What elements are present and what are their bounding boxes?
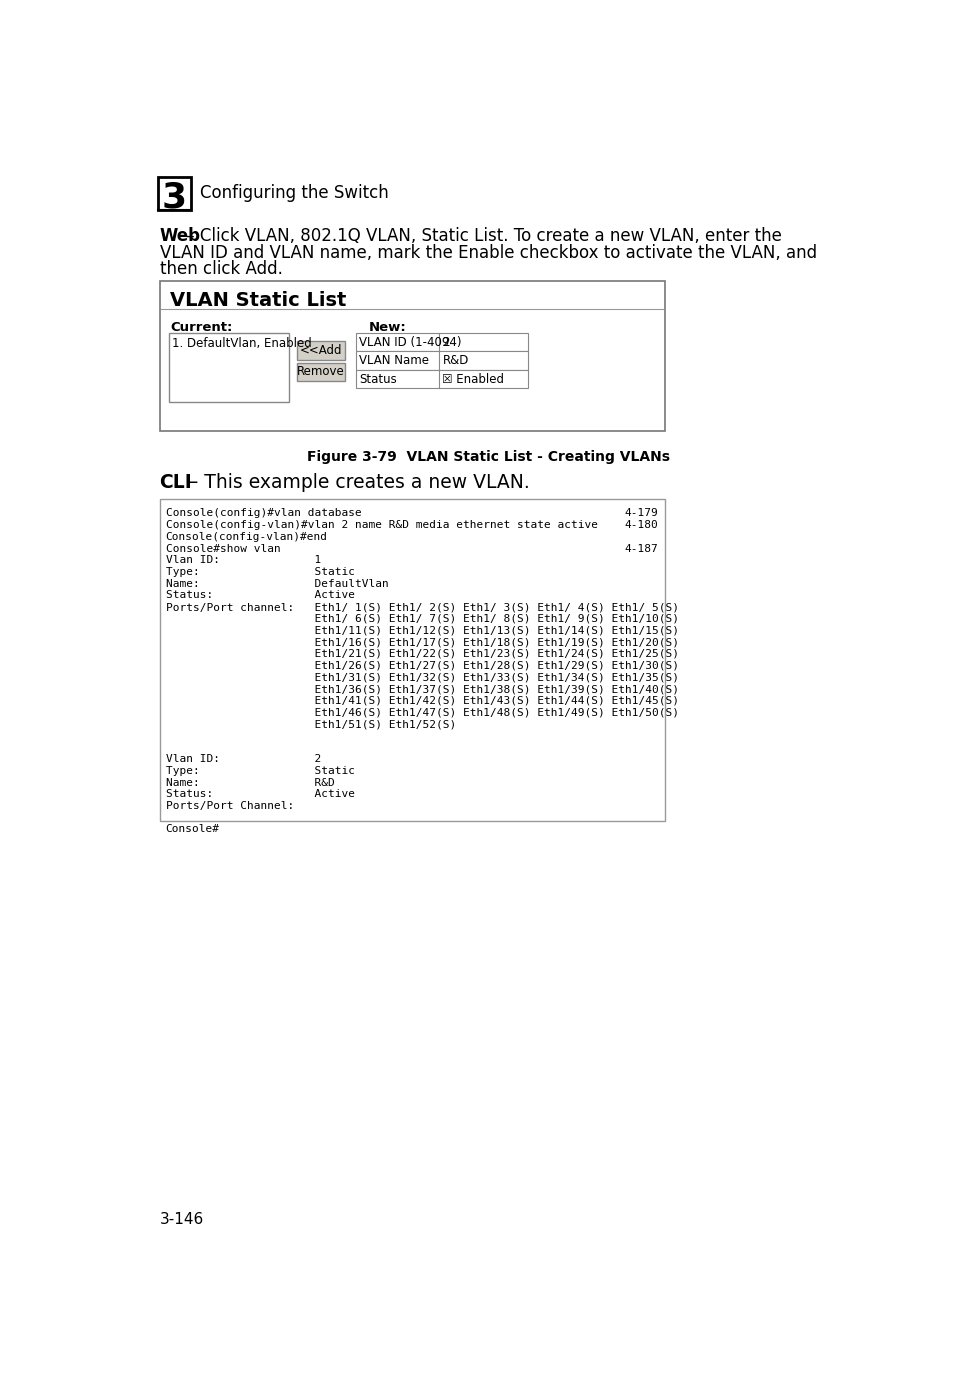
Text: Type:                 Static: Type: Static [166, 766, 355, 776]
Text: Eth1/21(S) Eth1/22(S) Eth1/23(S) Eth1/24(S) Eth1/25(S): Eth1/21(S) Eth1/22(S) Eth1/23(S) Eth1/24… [166, 648, 678, 659]
Bar [169, 333, 289, 403]
Text: Eth1/36(S) Eth1/37(S) Eth1/38(S) Eth1/39(S) Eth1/40(S): Eth1/36(S) Eth1/37(S) Eth1/38(S) Eth1/39… [166, 684, 678, 694]
Bar [158, 178, 191, 210]
FancyBboxPatch shape [296, 341, 344, 359]
Text: VLAN ID and VLAN name, mark the Enable checkbox to activate the VLAN, and: VLAN ID and VLAN name, mark the Enable c… [159, 243, 816, 261]
Text: Eth1/41(S) Eth1/42(S) Eth1/43(S) Eth1/44(S) Eth1/45(S): Eth1/41(S) Eth1/42(S) Eth1/43(S) Eth1/44… [166, 695, 678, 705]
Text: Type:                 Static: Type: Static [166, 566, 355, 577]
Bar [159, 500, 664, 822]
Text: Vlan ID:              2: Vlan ID: 2 [166, 754, 320, 765]
Text: Eth1/11(S) Eth1/12(S) Eth1/13(S) Eth1/14(S) Eth1/15(S): Eth1/11(S) Eth1/12(S) Eth1/13(S) Eth1/14… [166, 626, 678, 636]
Text: Console(config-vlan)#end: Console(config-vlan)#end [166, 532, 328, 541]
Text: ☒ Enabled: ☒ Enabled [442, 373, 504, 386]
Text: R&D: R&D [442, 354, 468, 368]
Text: Current:: Current: [171, 321, 233, 333]
Text: – Click VLAN, 802.1Q VLAN, Static List. To create a new VLAN, enter the: – Click VLAN, 802.1Q VLAN, Static List. … [181, 226, 781, 244]
Text: – This example creates a new VLAN.: – This example creates a new VLAN. [183, 473, 529, 491]
Text: Eth1/31(S) Eth1/32(S) Eth1/33(S) Eth1/34(S) Eth1/35(S): Eth1/31(S) Eth1/32(S) Eth1/33(S) Eth1/34… [166, 672, 678, 683]
FancyBboxPatch shape [296, 362, 344, 382]
Text: Ports/Port channel:   Eth1/ 1(S) Eth1/ 2(S) Eth1/ 3(S) Eth1/ 4(S) Eth1/ 5(S): Ports/Port channel: Eth1/ 1(S) Eth1/ 2(S… [166, 602, 678, 612]
Text: <<Add: <<Add [299, 344, 341, 357]
Text: Status:               Active: Status: Active [166, 790, 355, 799]
Text: Status:               Active: Status: Active [166, 590, 355, 601]
Text: Console(config)#vlan database: Console(config)#vlan database [166, 508, 361, 519]
Text: 2: 2 [442, 336, 450, 348]
Text: Name:                 DefaultVlan: Name: DefaultVlan [166, 579, 388, 589]
Text: 4-179: 4-179 [624, 508, 658, 519]
Text: Vlan ID:              1: Vlan ID: 1 [166, 555, 320, 565]
Text: Web: Web [159, 226, 200, 244]
Text: Remove: Remove [296, 365, 344, 378]
Text: Configuring the Switch: Configuring the Switch [199, 183, 388, 201]
Text: Console#: Console# [166, 824, 219, 834]
Text: Status: Status [359, 373, 396, 386]
Text: Eth1/26(S) Eth1/27(S) Eth1/28(S) Eth1/29(S) Eth1/30(S): Eth1/26(S) Eth1/27(S) Eth1/28(S) Eth1/29… [166, 661, 678, 670]
Text: VLAN ID (1-4094): VLAN ID (1-4094) [359, 336, 461, 348]
Text: 3-146: 3-146 [159, 1212, 204, 1227]
Bar [356, 369, 527, 389]
Text: Console(config-vlan)#vlan 2 name R&D media ethernet state active: Console(config-vlan)#vlan 2 name R&D med… [166, 520, 598, 530]
Text: 4-187: 4-187 [624, 544, 658, 554]
Text: Console#show vlan: Console#show vlan [166, 544, 280, 554]
Text: Eth1/51(S) Eth1/52(S): Eth1/51(S) Eth1/52(S) [166, 719, 456, 729]
Text: Ports/Port Channel:: Ports/Port Channel: [166, 801, 294, 811]
Text: Eth1/ 6(S) Eth1/ 7(S) Eth1/ 8(S) Eth1/ 9(S) Eth1/10(S): Eth1/ 6(S) Eth1/ 7(S) Eth1/ 8(S) Eth1/ 9… [166, 613, 678, 623]
Text: VLAN Static List: VLAN Static List [171, 291, 346, 311]
Text: Eth1/46(S) Eth1/47(S) Eth1/48(S) Eth1/49(S) Eth1/50(S): Eth1/46(S) Eth1/47(S) Eth1/48(S) Eth1/49… [166, 708, 678, 718]
Bar [356, 351, 527, 369]
Text: then click Add.: then click Add. [159, 261, 282, 279]
Text: Name:                 R&D: Name: R&D [166, 777, 335, 787]
Bar [356, 333, 527, 351]
Text: 3: 3 [162, 180, 187, 214]
Text: 1. DefaultVlan, Enabled: 1. DefaultVlan, Enabled [172, 337, 312, 351]
Text: 4-180: 4-180 [624, 520, 658, 530]
Text: New:: New: [369, 321, 406, 333]
Text: Eth1/16(S) Eth1/17(S) Eth1/18(S) Eth1/19(S) Eth1/20(S): Eth1/16(S) Eth1/17(S) Eth1/18(S) Eth1/19… [166, 637, 678, 647]
Text: Figure 3-79  VLAN Static List - Creating VLANs: Figure 3-79 VLAN Static List - Creating … [307, 450, 670, 464]
Text: CLI: CLI [159, 473, 193, 491]
Bar [159, 280, 664, 430]
Text: VLAN Name: VLAN Name [359, 354, 429, 368]
